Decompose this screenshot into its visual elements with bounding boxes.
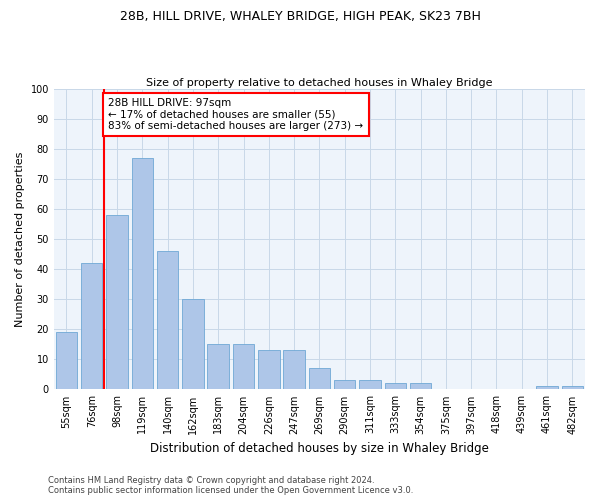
Bar	[131, 158, 153, 390]
Bar	[308, 368, 330, 390]
Bar	[56, 332, 77, 390]
Bar	[283, 350, 305, 390]
Bar	[385, 384, 406, 390]
X-axis label: Distribution of detached houses by size in Whaley Bridge: Distribution of detached houses by size …	[150, 442, 489, 455]
Bar	[359, 380, 381, 390]
Bar	[562, 386, 583, 390]
Bar	[536, 386, 558, 390]
Text: 28B HILL DRIVE: 97sqm
← 17% of detached houses are smaller (55)
83% of semi-deta: 28B HILL DRIVE: 97sqm ← 17% of detached …	[108, 98, 364, 131]
Text: 28B, HILL DRIVE, WHALEY BRIDGE, HIGH PEAK, SK23 7BH: 28B, HILL DRIVE, WHALEY BRIDGE, HIGH PEA…	[119, 10, 481, 23]
Text: Contains HM Land Registry data © Crown copyright and database right 2024.
Contai: Contains HM Land Registry data © Crown c…	[48, 476, 413, 495]
Title: Size of property relative to detached houses in Whaley Bridge: Size of property relative to detached ho…	[146, 78, 493, 88]
Bar	[182, 299, 203, 390]
Bar	[258, 350, 280, 390]
Bar	[208, 344, 229, 390]
Bar	[334, 380, 355, 390]
Bar	[106, 215, 128, 390]
Y-axis label: Number of detached properties: Number of detached properties	[15, 152, 25, 327]
Bar	[157, 251, 178, 390]
Bar	[410, 384, 431, 390]
Bar	[233, 344, 254, 390]
Bar	[81, 263, 103, 390]
